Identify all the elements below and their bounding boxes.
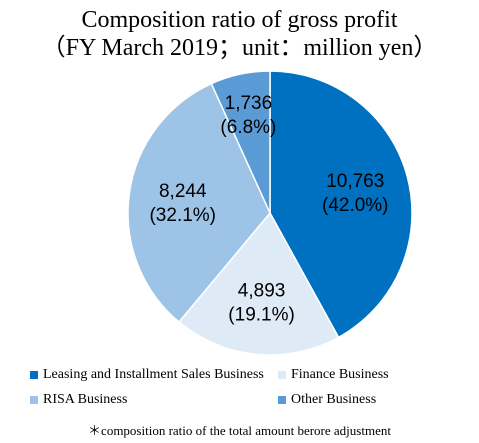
pie-slice <box>210 70 271 214</box>
legend-label: RISA Business <box>43 392 128 407</box>
legend-swatch <box>30 371 38 379</box>
legend-item: Leasing and Installment Sales Business <box>30 366 264 384</box>
slice-percent-label: (32.1%) <box>149 205 216 226</box>
pie-slice <box>127 82 271 324</box>
legend-item: Other Business <box>278 391 376 409</box>
pie-slice <box>269 70 413 339</box>
legend-item: Finance Business <box>278 366 389 384</box>
footnote: ＊composition ratio of the total amount b… <box>88 423 391 438</box>
slice-percent-label: (19.1%) <box>228 305 295 326</box>
legend-label: Other Business <box>291 392 377 407</box>
legend-label: Finance Business <box>291 367 389 382</box>
legend-item: RISA Business <box>30 391 127 409</box>
legend-swatch <box>278 371 286 379</box>
legend-swatch <box>30 396 38 404</box>
slice-value-label: 10,763 <box>326 171 384 192</box>
slice-value-label: 8,244 <box>159 181 207 202</box>
chart-subtitle: （FY March 2019；unit：million yen） <box>41 35 438 61</box>
slice-percent-label: (6.8%) <box>220 117 276 138</box>
legend-swatch <box>278 396 286 404</box>
pie-plot: 10,763 (42.0%) 4,893 (19.1%) 8,244 (32.1%) 1,7… <box>127 70 413 356</box>
legend-label: Leasing and Installment Sales Business <box>43 367 264 382</box>
slice-value-label: 4,893 <box>238 281 286 302</box>
slice-value-label: 1,736 <box>225 93 273 114</box>
pie-slice <box>177 211 340 356</box>
slice-percent-label: (42.0%) <box>322 195 389 216</box>
chart-title: Composition ratio of gross profit <box>81 7 398 33</box>
